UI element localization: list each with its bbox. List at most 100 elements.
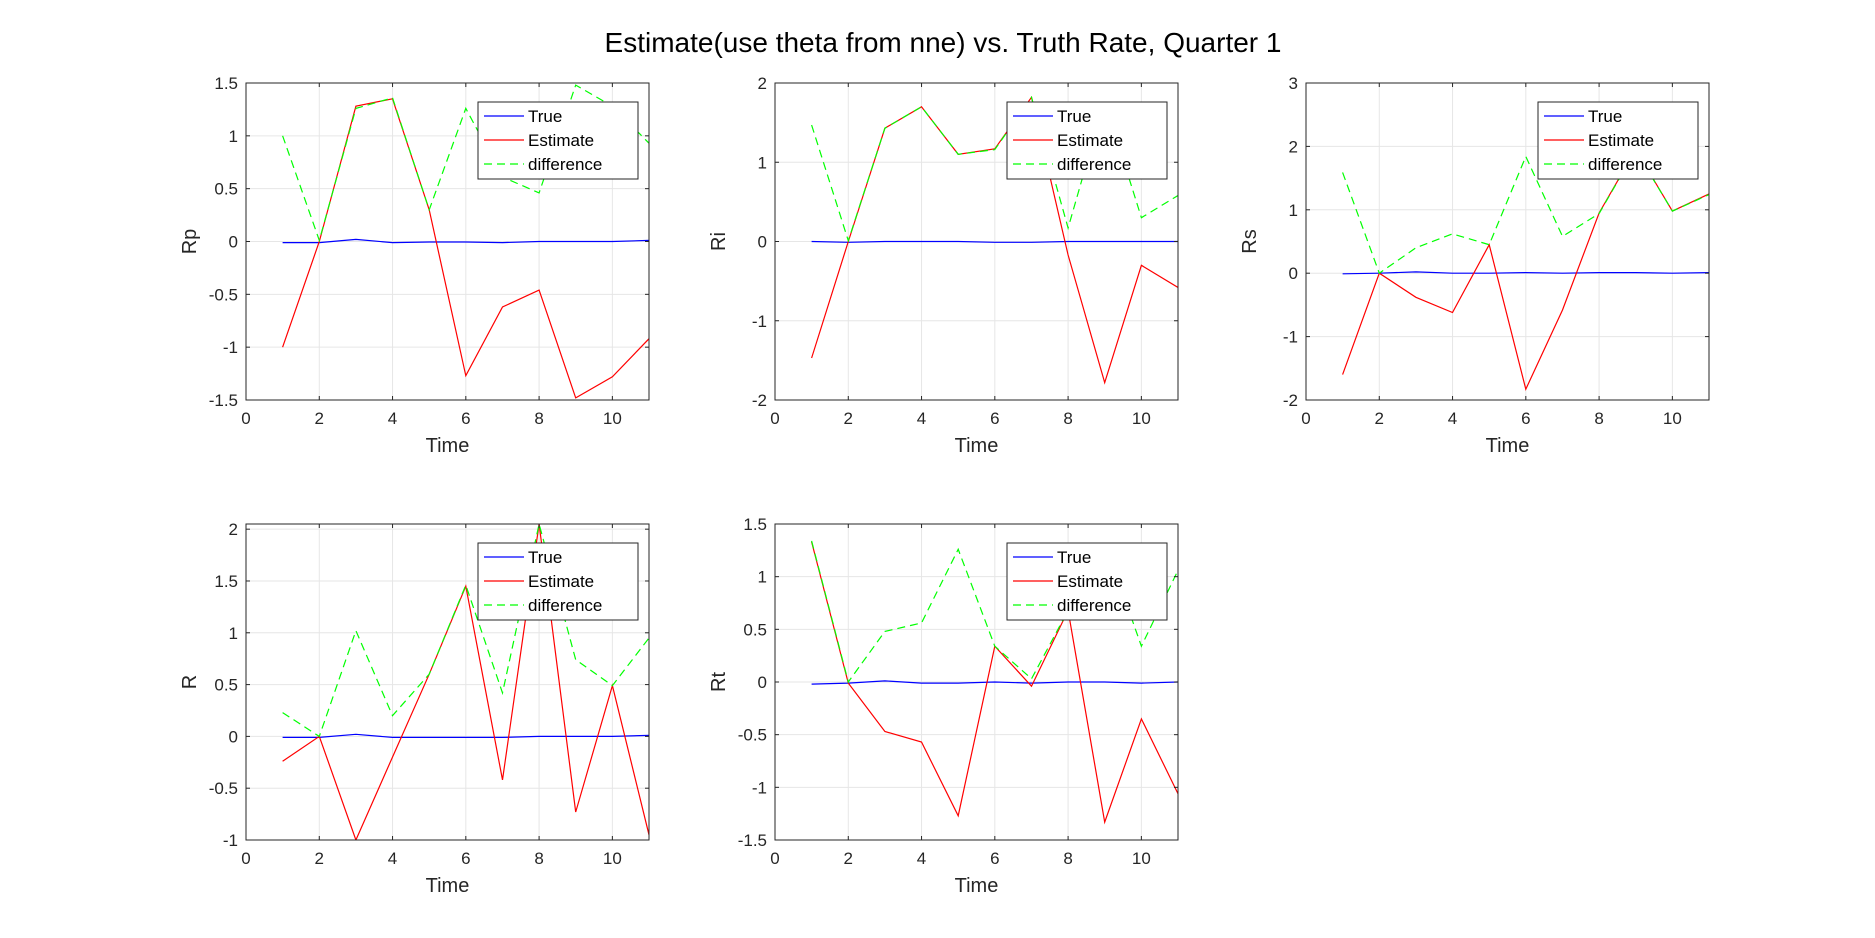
series-line-difference [811, 95, 1178, 243]
y-tick-label: 2 [229, 520, 238, 539]
x-tick-label: 10 [603, 849, 622, 868]
x-tick-label: 10 [1663, 409, 1682, 428]
axes-frame [1305, 82, 1710, 401]
y-tick-label: -1.5 [738, 831, 767, 850]
y-tick-label: 0 [758, 233, 767, 252]
legend-label: Estimate [528, 572, 594, 591]
x-tick-label: 4 [388, 849, 397, 868]
x-tick-label: 4 [388, 409, 397, 428]
y-tick-label: 3 [1289, 74, 1298, 93]
x-tick-label: 8 [1594, 409, 1603, 428]
x-tick-label: 4 [917, 849, 926, 868]
x-tick-label: 0 [770, 409, 779, 428]
x-tick-label: 2 [844, 849, 853, 868]
y-tick-label: 1.5 [214, 74, 238, 93]
ticks: 0 2 4 6 8 10 -1.5 -1 -0.5 0 0.5 1 1.5 [209, 74, 649, 428]
y-axis-label: Rt [708, 672, 730, 692]
y-tick-label: 2 [1289, 137, 1298, 156]
y-tick-label: 1.5 [743, 515, 767, 534]
ticks: 0 2 4 6 8 10 -2 -1 0 1 2 [752, 74, 1178, 428]
y-tick-label: 2 [758, 74, 767, 93]
y-tick-label: -1 [752, 312, 767, 331]
legend-label: difference [1057, 596, 1131, 615]
y-tick-label: -1 [223, 338, 238, 357]
y-tick-label: 1 [758, 153, 767, 172]
x-tick-label: 8 [1063, 409, 1072, 428]
legend-label: Estimate [528, 131, 594, 150]
legend-label: difference [528, 155, 602, 174]
y-tick-label: 1 [758, 568, 767, 587]
x-tick-label: 8 [534, 409, 543, 428]
series-line-true [1342, 271, 1709, 275]
x-tick-label: 4 [1448, 409, 1457, 428]
series-line-estimate [282, 98, 649, 399]
x-tick-label: 10 [1132, 409, 1151, 428]
x-tick-label: 6 [461, 409, 470, 428]
x-tick-label: 6 [990, 849, 999, 868]
legend: True Estimate difference [477, 542, 639, 621]
subplot-5: 0 2 4 6 8 10 -1.5 -1 -0.5 0 0.5 1 1.5 Time Rt True Estim… [708, 515, 1179, 897]
subplot-4: 0 2 4 6 8 10 -1 -0.5 0 0.5 1 1.5 2 Time R True Estimate d… [179, 520, 650, 897]
legend-label: difference [1588, 155, 1662, 174]
y-axis-label: Rp [179, 229, 201, 255]
series-group [811, 95, 1178, 385]
ticks: 0 2 4 6 8 10 -1.5 -1 -0.5 0 0.5 1 1.5 [738, 515, 1178, 868]
x-tick-label: 8 [534, 849, 543, 868]
subplot-1: 0 2 4 6 8 10 -1.5 -1 -0.5 0 0.5 1 1.5 Time Rp True Estim… [179, 74, 650, 457]
y-axis-label: Rs [1239, 229, 1261, 253]
y-tick-label: -1 [223, 831, 238, 850]
series-line-true [282, 238, 649, 244]
subplot-3: 0 2 4 6 8 10 -2 -1 0 1 2 3 Time Rs True Estimate differe… [1239, 74, 1710, 457]
y-tick-label: 0 [1289, 264, 1298, 283]
legend-label: True [1588, 107, 1622, 126]
series-group [282, 524, 649, 840]
x-tick-label: 8 [1063, 849, 1072, 868]
legend-label: Estimate [1588, 131, 1654, 150]
x-axis-label: Time [955, 435, 999, 457]
y-tick-label: -2 [1283, 391, 1298, 410]
y-tick-label: -0.5 [209, 285, 238, 304]
legend: True Estimate difference [1006, 101, 1168, 180]
y-tick-label: 1.5 [214, 572, 238, 591]
subplots: 0 2 4 6 8 10-1.5-1-0.500.511.5TimeRpTrueEstim… [179, 74, 1710, 897]
legend-label: difference [528, 596, 602, 615]
x-tick-label: 4 [917, 409, 926, 428]
legend-box [1006, 101, 1168, 180]
x-tick-label: 10 [1132, 849, 1151, 868]
y-tick-label: -0.5 [738, 726, 767, 745]
legend-label: True [1057, 548, 1091, 567]
subplot-2: 0 2 4 6 8 10 -2 -1 0 1 2 Time Ri True Estimate differen… [708, 74, 1179, 457]
series-line-estimate [282, 524, 649, 840]
x-tick-label: 2 [844, 409, 853, 428]
y-axis-label: Ri [708, 232, 730, 251]
y-tick-label: 0.5 [214, 676, 238, 695]
legend: True Estimate difference [477, 101, 639, 180]
y-tick-label: 0 [229, 727, 238, 746]
series-line-difference [282, 524, 649, 738]
y-tick-label: -0.5 [209, 779, 238, 798]
legend-label: Estimate [1057, 131, 1123, 150]
legend-label: True [1057, 107, 1091, 126]
x-tick-label: 2 [315, 849, 324, 868]
y-axis-label: R [179, 675, 201, 689]
series-line-true [811, 240, 1178, 243]
x-tick-label: 10 [603, 409, 622, 428]
series-group [282, 84, 649, 399]
x-axis-label: Time [426, 435, 470, 457]
series-line-difference [282, 84, 649, 243]
y-tick-label: 0 [229, 233, 238, 252]
y-tick-label: 1 [229, 127, 238, 146]
x-axis-label: Time [955, 875, 999, 897]
series-line-difference [811, 540, 1178, 684]
ticks: 0 2 4 6 8 10 -2 -1 0 1 2 3 [1283, 74, 1709, 428]
legend: True Estimate difference [1537, 101, 1699, 180]
y-tick-label: 1 [229, 624, 238, 643]
axes-frame [245, 523, 650, 841]
y-tick-label: -2 [752, 391, 767, 410]
x-axis-label: Time [1486, 435, 1530, 457]
x-tick-label: 2 [315, 409, 324, 428]
figure-title: Estimate(use theta from nne) vs. Truth R… [605, 27, 1282, 58]
y-tick-label: 1 [1289, 201, 1298, 220]
x-tick-label: 6 [1521, 409, 1530, 428]
